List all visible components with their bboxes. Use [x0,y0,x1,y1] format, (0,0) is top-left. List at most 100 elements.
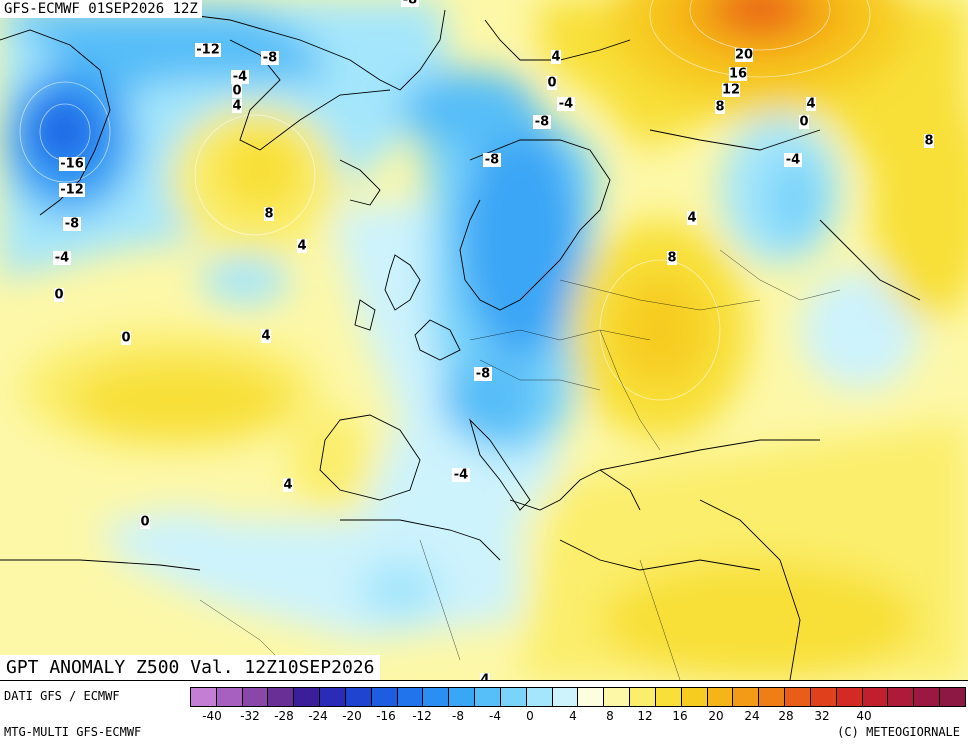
contour-label-background [667,251,677,265]
copyright: (C) METEOGIORNALE [837,725,960,739]
contour-label: -4 [55,251,69,266]
contour-label: 8 [264,207,273,222]
scale-tick-label: 4 [569,709,577,723]
scale-tick-label: -4 [489,709,501,723]
contour-label-background [924,134,934,148]
scale-swatch [785,688,811,706]
scale-swatch [810,688,837,706]
contour-label: -4 [786,153,800,168]
scale-swatch [733,688,760,706]
contour-label: 4 [806,97,815,112]
contour-label-background [735,48,753,62]
scale-swatch [836,688,863,706]
scale-tick-label: 16 [672,709,688,723]
scale-swatch [655,688,682,706]
contour-label: 4 [687,211,696,226]
scale-tick-label: 12 [637,709,653,723]
contour-label: 8 [715,100,724,115]
contour-label: 4 [551,50,560,65]
contour-label-background [231,70,249,84]
contour-label-background [533,115,551,129]
contour-label: -8 [65,217,79,232]
contour-label-background [729,67,747,81]
contour-label-background [401,0,419,7]
contour-label: -8 [485,153,499,168]
contour-label: -8 [476,367,490,382]
run-title: GFS-ECMWF 01SEP2026 12Z [0,0,202,18]
contour-label: -16 [60,157,84,172]
contour-label: 16 [729,67,747,82]
contour-label-background [799,115,809,129]
contour-label-background [59,183,85,197]
scale-swatch [578,688,605,706]
contour-label: 8 [667,251,676,266]
contour-label: 12 [722,83,740,98]
contour-label-background [121,331,131,345]
scale-tick-label: 0 [526,709,534,723]
contour-label-background [59,157,85,171]
map-title: GPT ANOMALY Z500 Val. 12Z10SEP2026 [0,655,381,680]
scale-swatch [630,688,656,706]
scale-swatch [294,688,321,706]
contour-label: -8 [535,115,549,130]
scale-swatch [449,688,476,706]
contour-label: 8 [924,134,933,149]
scale-tick-label: -24 [308,709,328,723]
contour-label-background [232,84,242,98]
scale-swatch [681,688,708,706]
contour-label-background [784,153,802,167]
scale-swatch [216,688,243,706]
contour-label-background [63,217,81,231]
contour-label: -12 [60,183,84,198]
contour-label: -4 [454,468,468,483]
scale-swatch [242,688,269,706]
contour-label-background [806,97,816,111]
contour-label-background [722,83,740,97]
contour-label: 4 [297,239,306,254]
contour-label-background [557,97,575,111]
contour-label: -12 [196,43,220,58]
contour-label: 20 [735,48,753,63]
contour-label: 4 [283,478,292,493]
scale-swatch [914,688,941,706]
scale-tick-label: 20 [708,709,724,723]
contour-label-background [474,367,492,381]
contour-label: 0 [232,84,241,99]
contour-label: -8 [403,0,417,8]
scale-tick-label: 40 [856,709,872,723]
contour-label-background [547,76,557,90]
scale-swatch [862,688,889,706]
contour-label-background [687,211,697,225]
contour-label-background [261,51,279,65]
contour-label-background [53,251,71,265]
contour-labels: -8-12-8-404-16-12-8-408440440-4-8-8-8-40… [53,0,934,680]
scale-swatch [371,688,398,706]
contour-label-background [715,100,725,114]
scale-tick-label: -28 [274,709,294,723]
contour-label: 0 [799,115,808,130]
data-source: DATI GFS / ECMWF [4,689,120,703]
scale-tick-label: 8 [606,709,614,723]
scale-tick-label: 28 [778,709,794,723]
contour-label: 4 [232,99,241,114]
scale-swatch [500,688,527,706]
contour-label-background [283,478,293,492]
contour-label: 4 [261,329,270,344]
scale-tick-label: -12 [412,709,432,723]
contour-label: -4 [233,70,247,85]
contour-label-background [551,50,561,64]
scale-swatch [345,688,372,706]
contour-label-background [261,329,271,343]
scale-swatch [423,688,450,706]
scale-tick-label: -16 [376,709,396,723]
contour-label: 0 [121,331,130,346]
contour-label-background [140,515,150,529]
color-scale [190,687,966,707]
scale-swatch [397,688,424,706]
color-scale-ticks: -40 -32 -28 -24 -20 -16 -12 -8 -4 0 4 8 12 16 20 24 28 32… [190,709,966,725]
contour-label: -4 [559,97,573,112]
contour-label-background [452,468,470,482]
anomaly-map: -8-12-8-404-16-12-8-408440440-4-8-8-8-40… [0,0,968,680]
contour-label-background [264,207,274,221]
